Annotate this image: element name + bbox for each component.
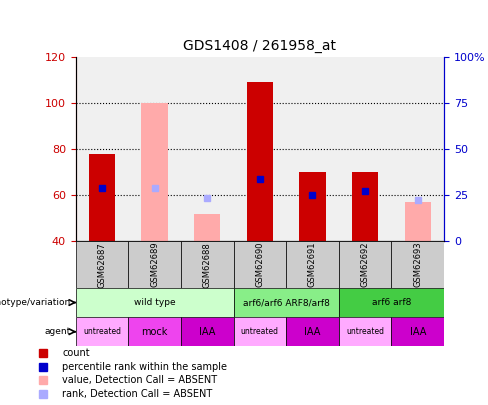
Bar xyxy=(286,241,339,288)
Text: value, Detection Call = ABSENT: value, Detection Call = ABSENT xyxy=(62,375,217,386)
Text: genotype/variation: genotype/variation xyxy=(0,298,71,307)
Bar xyxy=(352,172,378,241)
Text: wild type: wild type xyxy=(134,298,175,307)
Bar xyxy=(299,172,325,241)
Bar xyxy=(286,317,339,346)
Text: IAA: IAA xyxy=(199,327,215,337)
Bar xyxy=(391,241,444,288)
Text: untreated: untreated xyxy=(83,327,121,336)
Bar xyxy=(405,202,431,241)
Text: count: count xyxy=(62,348,90,358)
Bar xyxy=(391,317,444,346)
Bar xyxy=(76,317,128,346)
Text: untreated: untreated xyxy=(241,327,279,336)
Text: GSM62688: GSM62688 xyxy=(203,242,212,288)
Bar xyxy=(89,154,115,241)
Bar xyxy=(194,214,221,241)
Text: untreated: untreated xyxy=(346,327,384,336)
Text: percentile rank within the sample: percentile rank within the sample xyxy=(62,362,227,372)
Bar xyxy=(339,288,444,317)
Bar xyxy=(142,103,168,241)
Bar xyxy=(234,288,339,317)
Text: GSM62692: GSM62692 xyxy=(361,242,369,288)
Bar xyxy=(128,317,181,346)
Text: GSM62691: GSM62691 xyxy=(308,242,317,288)
Text: arf6 arf8: arf6 arf8 xyxy=(372,298,411,307)
Bar xyxy=(128,241,181,288)
Bar xyxy=(234,317,286,346)
Bar xyxy=(181,317,234,346)
Text: GSM62690: GSM62690 xyxy=(255,242,264,288)
Bar xyxy=(234,241,286,288)
Text: GSM62693: GSM62693 xyxy=(413,242,422,288)
Bar xyxy=(76,241,128,288)
Text: agent: agent xyxy=(44,327,71,336)
Text: mock: mock xyxy=(142,327,168,337)
Text: GSM62687: GSM62687 xyxy=(98,242,106,288)
Bar xyxy=(247,83,273,241)
Text: GSM62689: GSM62689 xyxy=(150,242,159,288)
Title: GDS1408 / 261958_at: GDS1408 / 261958_at xyxy=(183,39,336,53)
Text: IAA: IAA xyxy=(409,327,426,337)
Text: IAA: IAA xyxy=(305,327,321,337)
Bar xyxy=(181,241,234,288)
Bar xyxy=(339,317,391,346)
Bar xyxy=(339,241,391,288)
Text: arf6/arf6 ARF8/arf8: arf6/arf6 ARF8/arf8 xyxy=(243,298,329,307)
Bar xyxy=(76,288,234,317)
Text: rank, Detection Call = ABSENT: rank, Detection Call = ABSENT xyxy=(62,389,212,399)
